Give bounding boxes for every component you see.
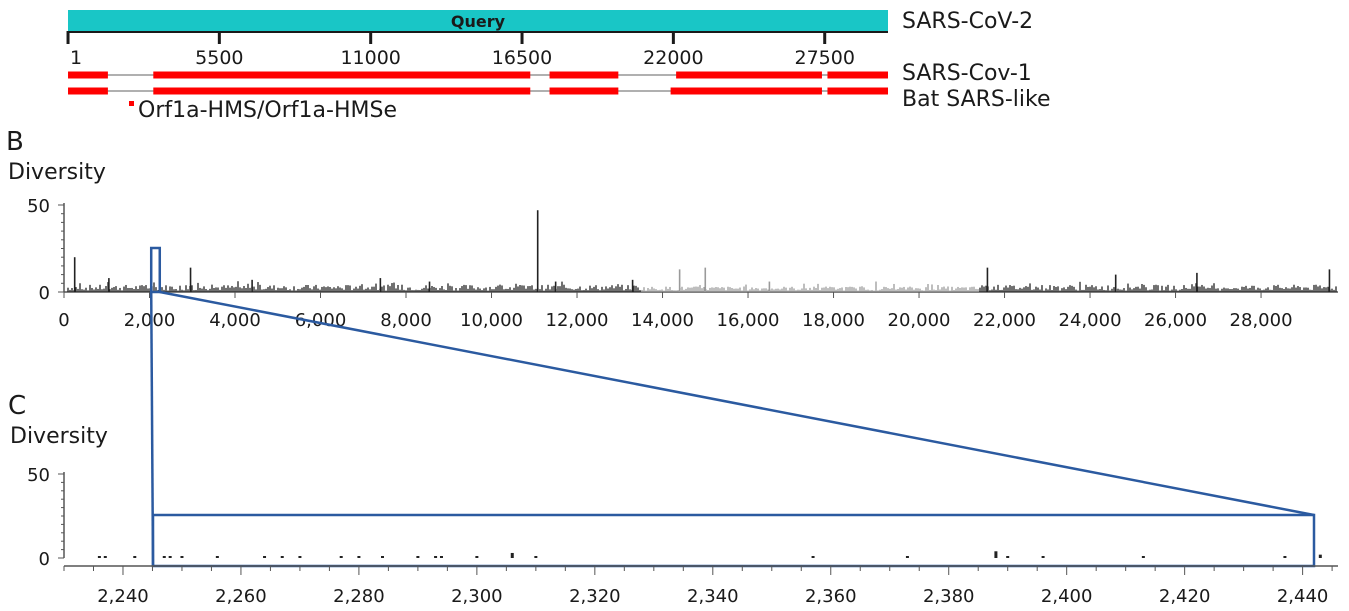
panel-b-x-tick-label: 18,000	[802, 310, 865, 331]
panel-c-axes: 0 50 2,240 2,260 2,280 2,300 2,320 2,340 2,360 2,…	[27, 465, 1338, 607]
ruler-ticks: 1 5500 11000 16500 22000 27500	[66, 31, 855, 69]
panel-b-x-tick-label: 20,000	[888, 310, 951, 331]
diversity-zoom-bar	[510, 552, 514, 558]
panel-b-x-tick-label: 0	[58, 310, 69, 331]
ruler-tick-label: 22000	[643, 47, 703, 69]
diversity-zoom-bar	[180, 556, 184, 558]
track-segment	[827, 71, 888, 79]
diversity-zoom-bar	[103, 556, 107, 558]
panel-c-x-tick-label: 2,260	[215, 586, 267, 607]
panel-b-x-tick-label: 4,000	[209, 310, 261, 331]
panel-b-x-tick-label: 2,000	[124, 310, 176, 331]
panel-c-y-tick-label: 0	[39, 549, 50, 570]
ruler-tick-label: 5500	[195, 47, 243, 69]
panel-b-x-tick-label: 14,000	[631, 310, 694, 331]
diversity-zoom-bar	[1006, 556, 1010, 558]
diversity-zoom-bar	[263, 556, 267, 558]
diversity-zoom-bar	[1318, 554, 1322, 558]
diversity-zoom-bar	[162, 556, 166, 558]
panel-c-x-tick-label: 2,320	[569, 586, 621, 607]
diversity-zoom-bar	[339, 556, 343, 558]
panel-b-x-tick-label: 26,000	[1144, 310, 1207, 331]
diversity-zoom-bar	[994, 551, 998, 558]
track-segment	[153, 87, 531, 95]
panel-c-x-tick-label: 2,400	[1041, 586, 1093, 607]
diversity-zoom-bar	[133, 556, 137, 558]
diversity-zoom-bar	[168, 556, 172, 558]
panel-b-x-tick-label: 10,000	[460, 310, 523, 331]
track-segment	[68, 87, 108, 95]
panel-c-x-tick-label: 2,340	[687, 586, 739, 607]
diversity-zoom-bar	[1041, 556, 1045, 558]
ruler-tick-label: 27500	[794, 47, 854, 69]
panel-c-x-tick-label: 2,280	[333, 586, 385, 607]
ruler-tick-label: 11000	[340, 47, 400, 69]
track-segment	[153, 71, 531, 79]
track-segment	[68, 71, 108, 79]
diversity-zoom-bar	[475, 556, 479, 558]
panel-b-y-tick-label: 50	[27, 196, 50, 217]
diversity-zoom-bar	[534, 556, 538, 558]
panel-b-x-tick-label: 22,000	[973, 310, 1036, 331]
panel-b-bars	[67, 210, 1337, 292]
panel-b-x-tick-label: 16,000	[717, 310, 780, 331]
panel-c-x-tick-label: 2,300	[451, 586, 503, 607]
panel-c-x-tick-label: 2,420	[1159, 586, 1211, 607]
panel-b-ylabel: Diversity	[8, 160, 106, 185]
panel-b-x-tick-label: 24,000	[1059, 310, 1122, 331]
diversity-zoom-bar	[298, 556, 302, 558]
diversity-zoom-bar	[357, 556, 361, 558]
panel-c-bars	[97, 551, 1322, 558]
track-name: SARS-Cov-1	[902, 61, 1032, 86]
ruler-tick-label: 16500	[492, 47, 552, 69]
query-bar	[68, 10, 888, 31]
panel-c-x-tick-label: 2,380	[923, 586, 975, 607]
diversity-zoom-bar	[439, 556, 443, 558]
query-label: Query	[451, 12, 506, 31]
track-name: Bat SARS-like	[902, 87, 1051, 112]
zoom-right-connector	[159, 290, 1315, 517]
ruler-tick-label: 1	[70, 47, 82, 69]
diversity-panel-c: C Diversity 0 50 2,240 2,260 2,280 2,300 2,320…	[8, 391, 1338, 607]
zoom-target-box	[151, 513, 1316, 568]
panel-b-x-tick-label: 8,000	[380, 310, 432, 331]
zoom-connector	[149, 246, 1316, 568]
panel-b-letter: B	[6, 127, 24, 157]
orf-marker-label: Orf1a-HMS/Orf1a-HMSe	[138, 98, 397, 123]
panel-c-ylabel: Diversity	[10, 424, 108, 449]
diversity-zoom-bar	[280, 556, 284, 558]
track-segment	[827, 87, 888, 95]
panel-b-y-tick-label: 0	[39, 283, 50, 304]
diversity-zoom-bar	[811, 556, 815, 558]
panel-c-y-tick-label: 50	[27, 465, 50, 486]
panel-c-x-tick-label: 2,360	[805, 586, 857, 607]
diversity-zoom-bar	[434, 556, 438, 558]
panel-b-x-tick-label: 28,000	[1230, 310, 1293, 331]
diversity-zoom-bar	[1283, 556, 1287, 558]
track-segment	[549, 87, 619, 95]
orf-marker-dot	[129, 101, 134, 106]
track-segment	[549, 71, 619, 79]
genome-alignment-panel: Query SARS-CoV-2 1 5500 11000 16500 22000 275…	[66, 9, 1051, 123]
panel-c-x-tick-label: 2,440	[1277, 586, 1329, 607]
zoom-source-box	[149, 246, 162, 294]
track-segment	[676, 71, 822, 79]
query-name: SARS-CoV-2	[902, 9, 1033, 34]
diversity-zoom-bar	[905, 556, 909, 558]
diversity-zoom-bar	[1141, 556, 1145, 558]
panel-c-letter: C	[8, 391, 26, 421]
diversity-zoom-bar	[215, 556, 219, 558]
diversity-zoom-bar	[381, 556, 384, 558]
track-segment	[670, 87, 822, 95]
panel-c-x-tick-label: 2,240	[97, 586, 149, 607]
diversity-zoom-bar	[97, 556, 101, 558]
diversity-zoom-bar	[416, 556, 420, 558]
panel-b-x-tick-label: 12,000	[546, 310, 609, 331]
